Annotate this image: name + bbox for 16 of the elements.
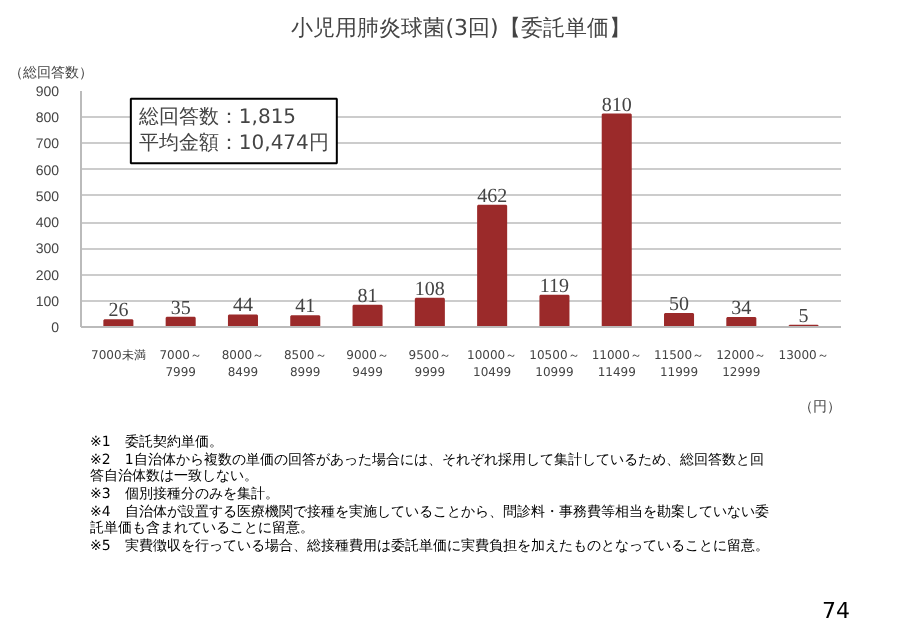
data-label: 41 — [295, 296, 316, 319]
data-label: 26 — [108, 300, 129, 323]
text: 74 — [820, 596, 850, 628]
chart-title: 小児用肺炎球菌(3回)【委託単価】 — [291, 15, 631, 41]
annotation: 平均金額：10,474円 — [138, 131, 329, 156]
data-label: 44 — [232, 295, 253, 318]
annotation: 総回答数：1,815 — [136, 104, 297, 129]
data-label: 462 — [477, 185, 508, 208]
data-label: 81 — [357, 285, 378, 308]
data-label: 108 — [414, 278, 445, 301]
data-label: 5 — [798, 305, 809, 328]
data-label: 810 — [601, 94, 632, 117]
data-label: 35 — [170, 297, 191, 320]
data-label: 50 — [669, 293, 690, 316]
data-label: 119 — [539, 275, 570, 298]
data-label: 34 — [731, 298, 752, 321]
